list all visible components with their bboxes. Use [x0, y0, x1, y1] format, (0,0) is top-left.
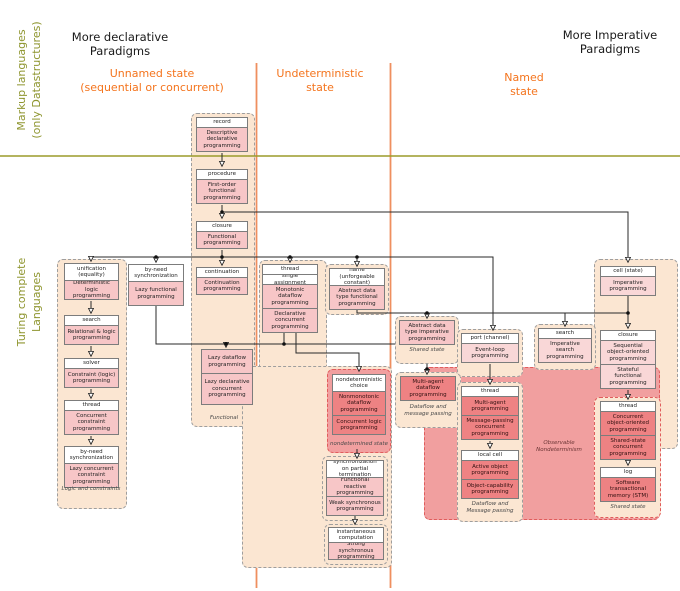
group-nondet: nondeterministic choice Nonmonotonic data…: [332, 374, 386, 435]
group-port-paradigm-1: Event-loop programming: [461, 343, 519, 363]
label-nondetermined-state: nondetermined state: [330, 441, 388, 447]
group-closure: closure Functional programming: [196, 221, 248, 249]
label-logic-constraints: Logic and constraints: [61, 486, 121, 492]
group-thread-mid-concept-1: single assignment: [262, 274, 318, 285]
group-local-cell-paradigm-1: Active object programming: [461, 460, 519, 480]
group-sync-partial: synchronization on partial termination Fu…: [326, 460, 384, 516]
group-thread-left: thread Concurrent constraint programming: [64, 400, 119, 435]
group-record-paradigm-1: Descriptive declarative programming: [196, 127, 248, 152]
group-procedure-paradigm-1: First-order functional programming: [196, 179, 248, 204]
group-continuation: continuation Continuation programming: [196, 267, 248, 295]
group-thread-right-paradigm-2: Shared-state concurrent programming: [600, 435, 656, 460]
header-named-state: Named state: [504, 71, 544, 99]
group-sync-partial-paradigm-1: Functional reactive programming: [326, 477, 384, 497]
group-byneed-col2-paradigm-1: Lazy functional programming: [128, 281, 184, 306]
group-sync-partial-concept-0: synchronization on partial termination: [326, 460, 384, 478]
label-dataflow-message-passing-small: Dataflow and message passing: [404, 404, 452, 417]
group-instantaneous: instantaneous computation Strong synchron…: [328, 527, 384, 560]
group-thread-right: thread Concurrent object-oriented program…: [600, 401, 656, 460]
group-lazy-dataflow-paradigm-0: Lazy dataflow programming: [201, 349, 253, 374]
group-byneed-left: by-need synchronization Lazy concurrent c…: [64, 446, 119, 488]
group-procedure: procedure First-order functional programm…: [196, 169, 248, 204]
label-observable-nondeterminism: Observable Nondeterminism: [536, 440, 582, 453]
group-search-right-paradigm-1: Imperative search programming: [538, 338, 592, 363]
group-unification-concept-0: unification (equality): [64, 263, 119, 281]
group-instantaneous-paradigm-1: Strong synchronous programming: [328, 542, 384, 560]
group-thread-rmid-paradigm-2: Message-passing concurrent programming: [461, 415, 519, 440]
group-adt-imp: Abstract data type imperative programmin…: [399, 320, 455, 345]
group-lazy-dataflow-paradigm-1: Lazy declarative concurrent programming: [201, 373, 253, 405]
header-unnamed-state: Unnamed state (sequential or concurrent): [80, 67, 224, 95]
side-label-markup-languages: Markup languages (only Datastructures): [15, 21, 43, 139]
group-thread-rmid-paradigm-1: Multi-agent programming: [461, 396, 519, 416]
group-instantaneous-concept-0: instantaneous computation: [328, 527, 384, 543]
group-log-paradigm-1: Software transactional memory (STM): [600, 477, 656, 502]
group-search-left-paradigm-1: Relational & logic programming: [64, 325, 119, 345]
group-lazy-dataflow: Lazy dataflow programming Lazy declarativ…: [201, 349, 253, 405]
label-shared-state-right: Shared state: [610, 504, 646, 510]
label-shared-state-adt: Shared state: [409, 347, 445, 353]
group-search-right: search Imperative search programming: [538, 328, 592, 363]
group-port: port (channel) Event-loop programming: [461, 333, 519, 363]
group-closure-right: closure Sequential object-oriented progra…: [600, 330, 656, 389]
header-more-declarative: More declarative Paradigms: [71, 30, 169, 59]
group-solver: solver Constraint (logic) programming: [64, 358, 119, 388]
group-byneed-left-paradigm-1: Lazy concurrent constraint programming: [64, 463, 119, 488]
group-continuation-paradigm-1: Continuation programming: [196, 277, 248, 295]
group-thread-mid: thread single assignment Monotonic dataflo…: [262, 264, 318, 333]
group-record: record Descriptive declarative programmin…: [196, 117, 248, 152]
group-name-group-concept-0: name (unforgeable constant): [329, 268, 385, 286]
group-thread-rmid: thread Multi-agent programming Message-pas…: [461, 386, 519, 440]
group-unification-paradigm-1: Deterministic logic programming: [64, 280, 119, 300]
label-functional: Functional: [209, 415, 239, 421]
group-byneed-col2-concept-0: by-need synchronization: [128, 264, 184, 282]
group-adt-imp-paradigm-0: Abstract data type imperative programmin…: [399, 320, 455, 345]
group-unification: unification (equality) Deterministic logi…: [64, 263, 119, 300]
group-solver-paradigm-1: Constraint (logic) programming: [64, 368, 119, 388]
group-thread-left-paradigm-1: Concurrent constraint programming: [64, 410, 119, 435]
group-search-left: search Relational & logic programming: [64, 315, 119, 345]
group-nondet-paradigm-1: Nonmonotonic dataflow programming: [332, 391, 386, 416]
group-closure-right-paradigm-2: Stateful functional programming: [600, 364, 656, 389]
group-log: log Software transactional memory (STM): [600, 467, 656, 502]
group-byneed-left-concept-0: by-need synchronization: [64, 446, 119, 464]
group-thread-mid-paradigm-2: Monotonic dataflow programming: [262, 284, 318, 309]
group-closure-paradigm-1: Functional programming: [196, 231, 248, 249]
group-cell-paradigm-1: Imperative programming: [600, 276, 656, 296]
group-local-cell: local cell Active object programming Objec…: [461, 450, 519, 499]
group-madf: Multi-agent dataflow programming: [400, 376, 456, 401]
group-closure-right-paradigm-1: Sequential object-oriented programming: [600, 340, 656, 365]
group-sync-partial-paradigm-2: Weak synchronous programming: [326, 496, 384, 516]
group-name-group-paradigm-1: Abstract data type functional programmin…: [329, 285, 385, 310]
group-byneed-col2: by-need synchronization Lazy functional p…: [128, 264, 184, 306]
group-thread-mid-paradigm-3: Declarative concurrent programming: [262, 308, 318, 333]
label-dataflow-message-passing-right: Dataflow and Message passing: [466, 501, 514, 514]
group-name-group: name (unforgeable constant) Abstract data…: [329, 268, 385, 310]
group-thread-right-paradigm-1: Concurrent object-oriented programming: [600, 411, 656, 436]
header-undeterministic-state: Undeterministic state: [276, 67, 364, 95]
header-more-imperative: More Imperative Paradigms: [562, 28, 658, 57]
group-nondet-concept-0: nondeterministic choice: [332, 374, 386, 392]
side-label-turing-complete: Turing complete Languages: [15, 257, 43, 347]
group-nondet-paradigm-2: Concurrent logic programming: [332, 415, 386, 435]
group-local-cell-paradigm-2: Object-capability programming: [461, 479, 519, 499]
group-cell: cell (state) Imperative programming: [600, 266, 656, 296]
group-madf-paradigm-0: Multi-agent dataflow programming: [400, 376, 456, 401]
